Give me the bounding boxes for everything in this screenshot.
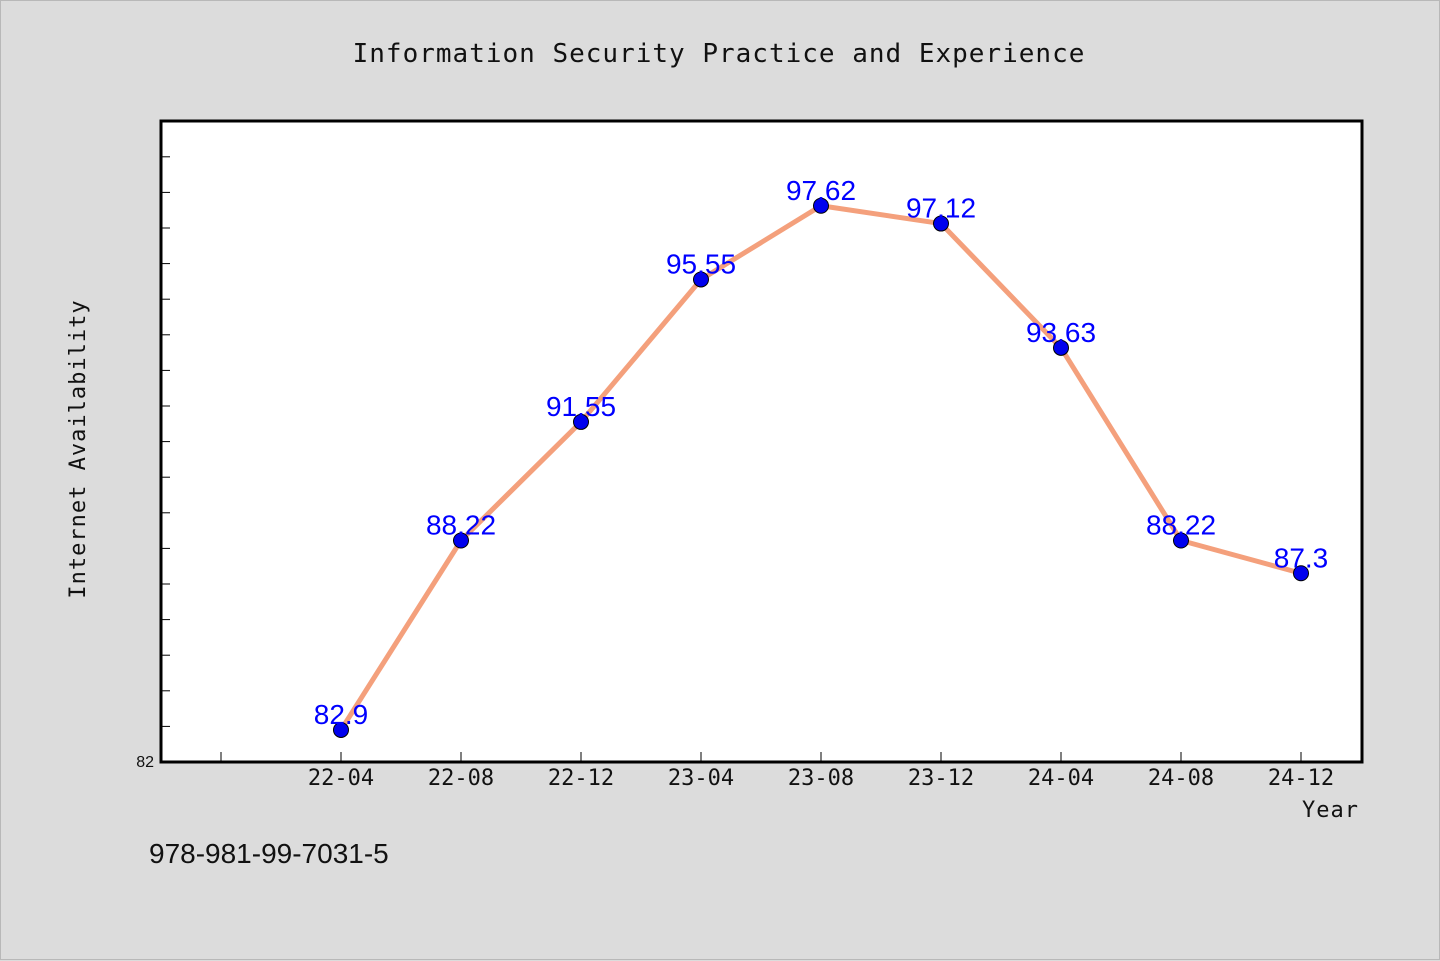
data-point-marker: [573, 413, 589, 430]
x-tick-label: 23-04: [668, 766, 734, 791]
y-axis-ticks: [161, 156, 170, 727]
x-tick-label: 22-08: [428, 766, 494, 791]
data-point-marker: [933, 215, 949, 232]
x-tick-label: 23-12: [908, 766, 974, 791]
data-label: 88.22: [1146, 509, 1216, 540]
data-point-marker: [1173, 532, 1189, 549]
data-label: 87.3: [1274, 542, 1329, 573]
y-tick-label: 82: [136, 754, 154, 771]
x-tick-label: 24-12: [1268, 766, 1334, 791]
data-point-marker: [693, 271, 709, 288]
x-tick-label: 22-04: [308, 766, 374, 791]
x-tick-label: 22-12: [548, 766, 614, 791]
chart-title: Information Security Practice and Experi…: [353, 39, 1086, 69]
y-axis-label: Internet Availability: [66, 299, 91, 598]
plot-area: [159, 119, 1364, 764]
x-axis-label: Year: [1302, 798, 1359, 823]
data-label: 91.55: [546, 391, 616, 422]
x-tick-label: 24-08: [1148, 766, 1214, 791]
footer-isbn: 978-981-99-7031-5: [149, 838, 389, 869]
data-point-marker: [453, 532, 469, 549]
data-point-marker: [1053, 339, 1069, 356]
data-labels: 82.9 88.22 91.55 95.55 97.62 97.12 93.63 88.22 8…: [314, 175, 1329, 730]
data-label: 97.62: [786, 175, 856, 206]
x-tick-label: 24-04: [1028, 766, 1094, 791]
data-label: 95.55: [666, 248, 736, 279]
x-tick-label: 23-08: [788, 766, 854, 791]
data-label: 82.9: [314, 699, 369, 730]
data-label: 88.22: [426, 509, 496, 540]
data-point-marker: [813, 197, 829, 214]
series-markers: [333, 197, 1309, 738]
data-label: 97.12: [906, 193, 976, 224]
data-point-marker: [1293, 565, 1309, 582]
data-point-marker: [333, 721, 349, 738]
x-axis-ticks: 22-04 22-08 22-12 23-04 23-08 23-12 24-04 24-08…: [220, 752, 1334, 791]
data-label: 93.63: [1026, 317, 1096, 348]
